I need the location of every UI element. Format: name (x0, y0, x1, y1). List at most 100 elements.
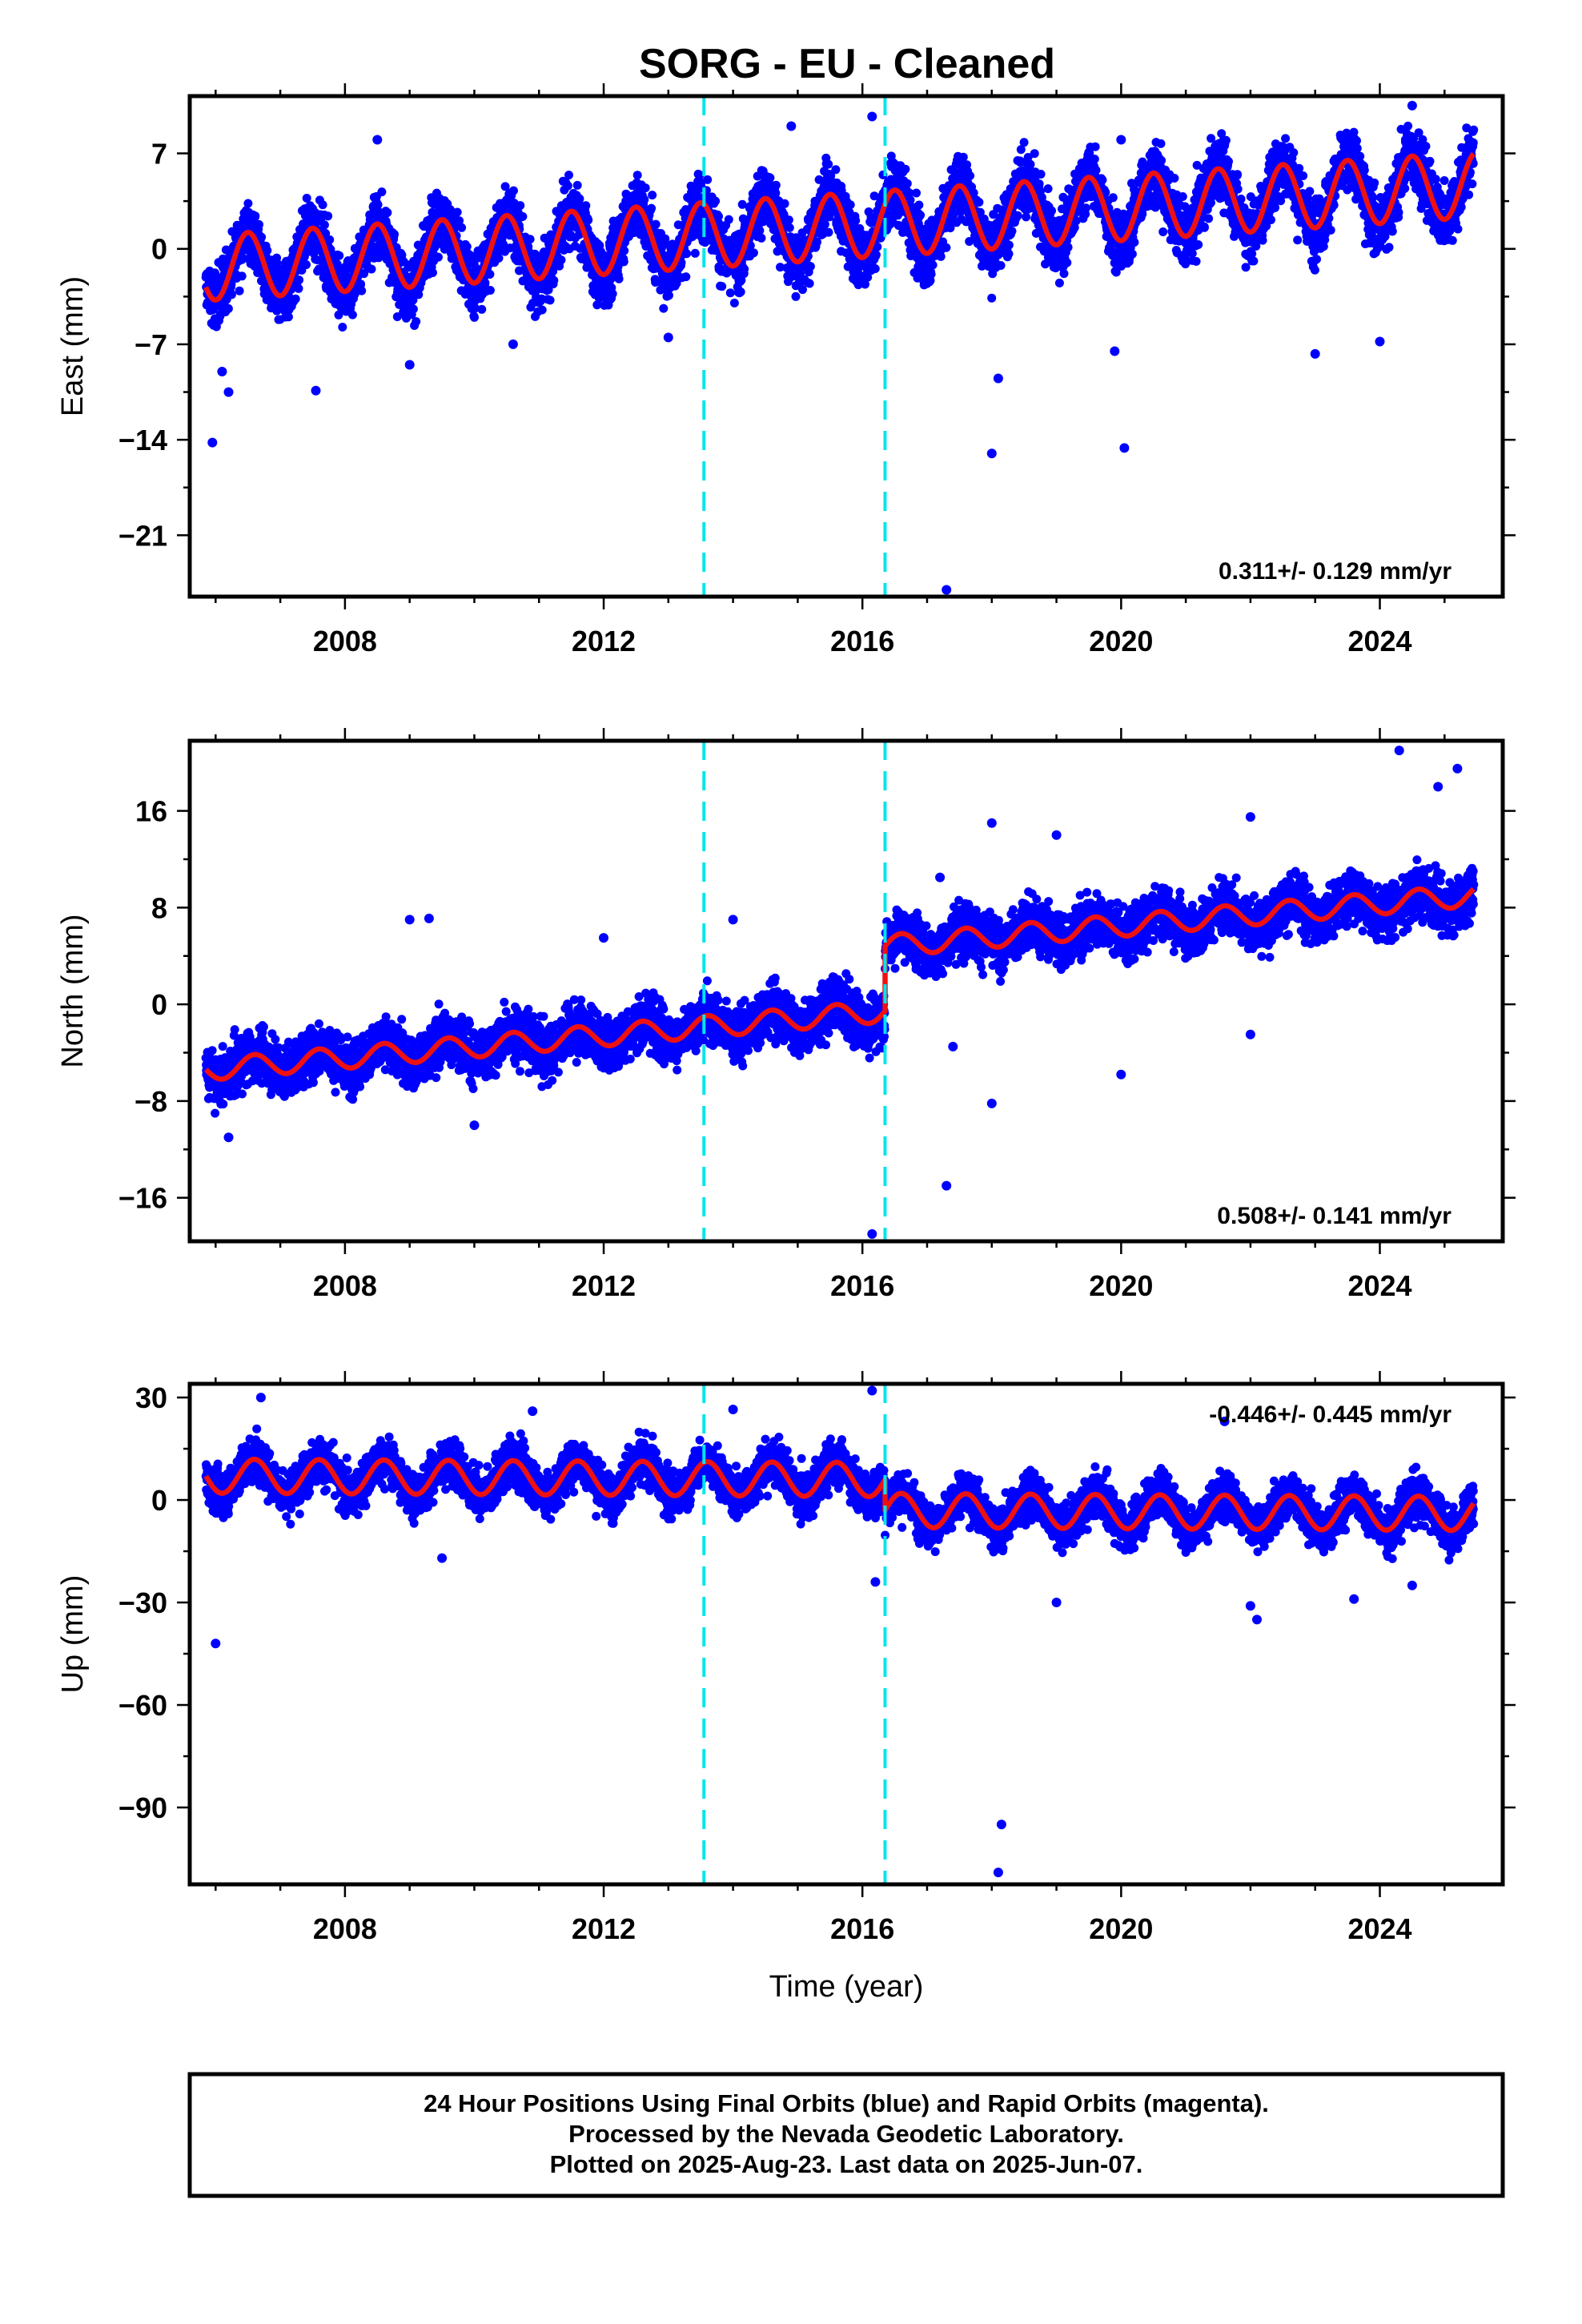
data-point (757, 233, 766, 243)
data-point (1062, 258, 1072, 267)
data-point (729, 298, 739, 308)
data-point (928, 260, 938, 270)
data-point (383, 208, 392, 217)
data-point (996, 261, 1006, 270)
data-point (765, 173, 775, 183)
data-point (243, 199, 253, 208)
data-point (916, 211, 926, 220)
data-point (545, 296, 555, 305)
data-point (480, 278, 490, 287)
data-point (1059, 269, 1069, 279)
data-point (640, 183, 650, 193)
data-point (780, 199, 789, 208)
data-point (870, 264, 880, 273)
data-point (926, 269, 936, 279)
data-point (682, 249, 692, 259)
data-point (356, 279, 365, 289)
data-point (851, 216, 861, 225)
data-point (914, 200, 924, 210)
data-point (556, 255, 566, 265)
data-point (412, 317, 421, 326)
data-point (485, 270, 495, 279)
data-point (740, 264, 749, 274)
data-point (805, 262, 815, 271)
data-point (1090, 142, 1100, 151)
data-point (755, 226, 765, 235)
data-point (318, 200, 327, 210)
data-point (1063, 243, 1073, 252)
data-point (771, 180, 781, 190)
data-point (564, 171, 573, 180)
data-point (295, 275, 304, 285)
data-point (581, 201, 591, 211)
data-point (414, 290, 424, 300)
data-point (257, 232, 267, 242)
data-point (681, 272, 691, 282)
data-point (227, 290, 236, 300)
data-point (966, 171, 975, 180)
data-point (936, 251, 946, 261)
data-point (509, 186, 518, 195)
data-point (235, 286, 244, 296)
data-point (1194, 240, 1203, 249)
data-point (1204, 214, 1214, 223)
data-point (291, 294, 300, 304)
data-point (334, 310, 343, 320)
data-point (717, 282, 727, 292)
data-point (294, 283, 303, 293)
data-point (477, 304, 487, 314)
data-point (1221, 135, 1231, 145)
data-point (711, 196, 721, 206)
data-point (462, 242, 472, 251)
data-point (648, 191, 657, 200)
data-point (901, 164, 910, 174)
data-point (1130, 238, 1139, 247)
data-point (614, 274, 624, 283)
data-point (584, 215, 593, 225)
data-point (255, 219, 263, 229)
data-point (902, 179, 912, 188)
data-point (470, 312, 479, 322)
data-point (871, 250, 881, 259)
data-point (665, 291, 673, 300)
data-point (325, 235, 335, 244)
data-point (1030, 149, 1039, 159)
data-point (824, 159, 833, 169)
data-point (1026, 159, 1035, 169)
data-point (608, 289, 617, 299)
data-point (373, 200, 383, 209)
data-point (283, 312, 293, 322)
data-point (831, 165, 841, 175)
data-point (1157, 155, 1166, 165)
data-point (392, 312, 402, 321)
data-point (640, 195, 649, 204)
data-point (619, 257, 628, 267)
data-point (703, 175, 713, 184)
data-point (338, 323, 347, 332)
data-point (575, 194, 584, 203)
data-point (1013, 211, 1022, 220)
data-point (1019, 138, 1029, 147)
data-point (690, 248, 700, 258)
data-point (820, 219, 829, 229)
data-point (647, 203, 656, 213)
data-point (1043, 184, 1053, 194)
data-point (223, 304, 233, 313)
data-point (237, 271, 247, 281)
data-point (724, 215, 733, 224)
figure-title: SORG - EU - Cleaned (639, 41, 1055, 87)
data-point (1007, 227, 1017, 236)
data-point (771, 188, 781, 198)
data-point (302, 260, 311, 269)
data-point (221, 245, 231, 255)
data-point (1090, 155, 1099, 164)
data-point (1127, 249, 1137, 259)
data-point (1022, 212, 1031, 222)
data-point (549, 275, 559, 285)
data-point (1156, 139, 1166, 148)
data-point (632, 171, 642, 180)
data-point (572, 180, 582, 190)
data-point (457, 223, 467, 232)
